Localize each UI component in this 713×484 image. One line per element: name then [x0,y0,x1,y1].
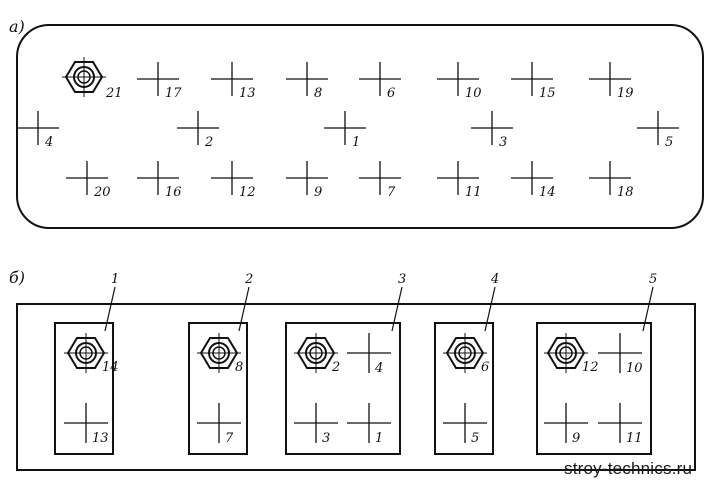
crosshair-mark-icon [211,161,253,195]
crosshair-mark-icon [347,403,391,443]
mark-label: 9 [314,185,322,200]
crosshair-mark-icon [347,333,391,373]
crosshair-mark-icon [637,111,679,145]
crosshair-mark-icon [589,62,631,96]
crosshair-mark-icon [294,403,338,443]
crosshair-mark-icon [197,403,241,443]
leader-line [238,286,250,332]
crosshair-mark-icon [443,403,487,443]
hex-nut-icon [62,57,106,97]
crosshair-mark-icon [359,161,401,195]
mark-label: 5 [471,431,479,446]
panel-a-plate [16,24,704,229]
mark-label: 12 [239,185,256,200]
frame-border [285,322,401,455]
frame-border [188,322,248,455]
crosshair-mark-icon [511,62,553,96]
mark-label: 1 [375,431,383,446]
panel-a-marks: 17 13 8 6 10 15 194 2 1 3 520 16 12 9 7 11 14 18 [17,62,679,200]
mark-label: 6 [387,86,395,101]
mark-label: 3 [322,431,330,446]
crosshair-mark-icon [598,333,642,373]
mark-label: 11 [626,431,643,446]
mark-label: 4 [374,361,383,376]
crosshair-mark-icon [589,161,631,195]
frame-border [536,322,652,455]
mark-label: 7 [387,185,396,200]
crosshair-mark-icon [324,111,366,145]
mark-label: 9 [572,431,580,446]
crosshair-mark-icon [471,111,513,145]
crosshair-mark-icon [211,62,253,96]
crosshair-mark-icon [598,403,642,443]
crosshair-mark-icon [137,62,179,96]
mark-label: 15 [539,86,556,101]
nut-label: 12 [582,360,599,375]
crosshair-mark-icon [359,62,401,96]
nut-label: 8 [235,360,243,375]
crosshair-mark-icon [286,161,328,195]
frame-border [54,322,114,455]
watermark-text: stroy-technics.ru [564,459,693,478]
frame-5: 5 12 10 9 11 [536,272,657,455]
panel-b-plate [16,303,696,471]
leader-label: 5 [649,272,657,287]
frame-3: 3 2 4 3 1 [285,272,406,455]
leader-line [104,286,116,332]
mark-label: 14 [539,185,556,200]
mark-label: 18 [617,185,634,200]
hex-nut-icon [544,333,588,373]
hex-nut-icon [64,333,108,373]
nut-label: 2 [331,360,340,375]
leader-line [391,286,403,332]
mark-label: 10 [626,361,643,376]
mark-label: 4 [44,135,53,150]
crosshair-mark-icon [511,161,553,195]
leader-line [484,286,496,332]
nut-label: 6 [481,360,489,375]
mark-label: 19 [617,86,634,101]
mark-label: 5 [665,135,673,150]
mark-label: 16 [165,185,182,200]
mark-label: 17 [165,86,182,101]
crosshair-mark-icon [64,403,108,443]
hex-nut-icon [294,333,338,373]
crosshair-mark-icon [437,161,479,195]
leader-label: 2 [244,272,253,287]
mark-label: 11 [465,185,482,200]
panel-a-label: а) [9,17,25,36]
panel-b-label: б) [9,268,25,287]
mark-label: 1 [352,135,360,150]
leader-line [642,286,654,332]
leader-label: 3 [398,272,406,287]
crosshair-mark-icon [137,161,179,195]
crosshair-mark-icon [286,62,328,96]
hex-nut-icon [443,333,487,373]
crosshair-mark-icon [544,403,588,443]
leader-label: 1 [111,272,119,287]
hex-nut-icon [197,333,241,373]
mark-label: 7 [225,431,234,446]
frame-2: 2 8 7 [188,272,253,455]
mark-label: 10 [465,86,482,101]
frame-border [434,322,494,455]
mark-label: 3 [499,135,507,150]
mark-label: 13 [92,431,109,446]
frame-4: 4 6 5 [434,272,499,455]
nut-label: 21 [105,86,123,101]
mark-label: 20 [93,185,111,200]
crosshair-mark-icon [177,111,219,145]
mark-label: 8 [314,86,322,101]
mark-label: 13 [239,86,256,101]
crosshair-mark-icon [66,161,108,195]
leader-label: 4 [490,272,499,287]
crosshair-mark-icon [17,111,59,145]
frame-1: 1 14 13 [54,272,119,455]
crosshair-mark-icon [437,62,479,96]
nut-label: 14 [102,360,119,375]
mark-label: 2 [204,135,213,150]
